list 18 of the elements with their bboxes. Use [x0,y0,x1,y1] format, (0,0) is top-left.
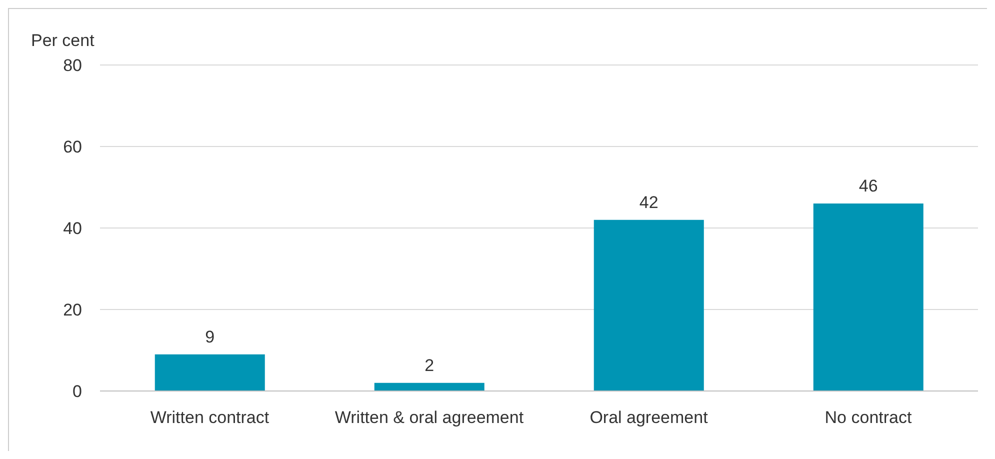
bar [374,382,484,391]
data-label: 9 [205,327,215,346]
data-label: 42 [639,192,658,212]
x-tick-label: Written & oral agreement [334,408,524,428]
bar [813,204,924,391]
y-tick-label: 80 [63,56,82,76]
y-axis-title: Per cent [31,31,94,51]
y-tick-label: 0 [72,382,82,402]
y-tick-label: 20 [63,300,82,320]
data-label: 46 [858,176,878,196]
x-tick-label: No contract [824,408,912,428]
bar [154,354,265,391]
y-tick-label: 40 [63,219,82,238]
x-tick-label: Written contract [150,408,270,428]
y-tick-label: 60 [63,138,82,157]
data-label: 2 [424,356,434,375]
bar [594,220,704,391]
x-tick-label: Oral agreement [590,408,708,428]
